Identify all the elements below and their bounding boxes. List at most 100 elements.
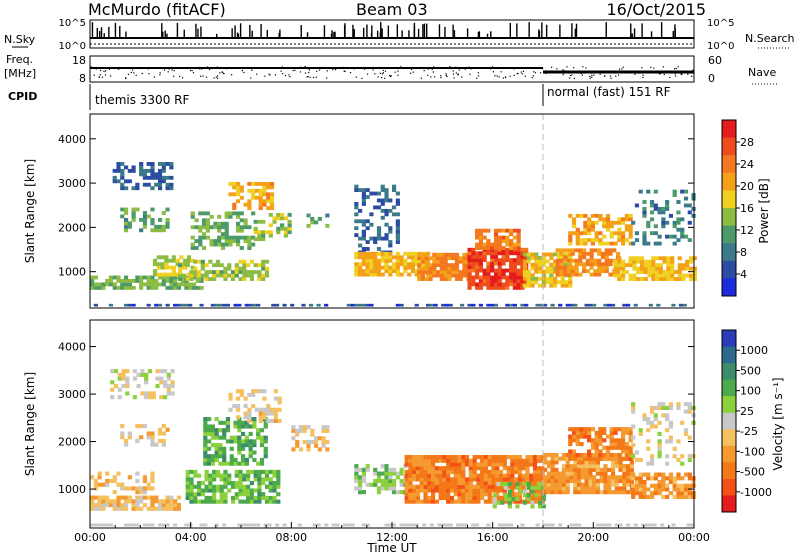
range-time-cell [571, 220, 577, 225]
range-time-cell [593, 248, 598, 253]
range-time-cell [205, 225, 210, 230]
range-time-cell [522, 252, 528, 257]
range-time-cell [476, 462, 481, 467]
range-time-cell [243, 404, 248, 409]
range-time-cell [196, 259, 202, 264]
range-time-cell [512, 235, 517, 240]
range-time-cell [185, 492, 190, 497]
range-time-cell [457, 492, 462, 497]
range-time-cell [497, 272, 502, 276]
range-time-cell [642, 483, 647, 488]
range-time-cell [517, 477, 523, 482]
range-time-cell [258, 415, 263, 420]
range-time-cell [142, 221, 148, 226]
range-time-cell [169, 495, 174, 500]
range-time-cell [467, 279, 472, 283]
range-time-cell [139, 435, 144, 440]
range-time-cell [472, 462, 477, 467]
nave-dot [147, 68, 150, 70]
range-time-cell [120, 162, 125, 166]
range-time-cell [185, 484, 190, 489]
range-time-cell [628, 227, 633, 232]
range-time-cell [135, 207, 140, 212]
range-time-cell [649, 210, 655, 215]
range-time-cell [93, 478, 98, 484]
range-time-cell [517, 499, 523, 504]
range-time-cell [361, 255, 366, 260]
range-time-cell [159, 395, 164, 400]
nave-dot [446, 76, 448, 78]
range-time-cell [457, 484, 462, 489]
range-time-cell [516, 228, 521, 233]
range-time-cell [189, 481, 194, 486]
range-time-cell [380, 215, 385, 220]
range-time-cell [302, 425, 307, 430]
range-time-cell [428, 270, 433, 275]
range-time-cell [634, 479, 640, 485]
range-time-cell [564, 280, 569, 285]
range-time-cell [185, 495, 190, 500]
range-time-cell [185, 469, 190, 474]
range-time-cell [493, 232, 499, 237]
range-time-cell [395, 226, 400, 231]
range-time-cell [262, 181, 267, 186]
nave-dot [269, 74, 271, 76]
range-time-cell [376, 262, 382, 267]
range-time-cell [510, 488, 515, 493]
scatter-cell [686, 523, 691, 527]
range-time-cell [683, 494, 689, 499]
range-time-cell [657, 450, 662, 455]
range-time-cell [157, 228, 163, 233]
range-time-cell [554, 460, 559, 465]
range-time-cell [609, 456, 614, 461]
range-time-cell [120, 182, 125, 187]
range-time-cell [632, 277, 637, 281]
range-time-cell [189, 273, 194, 278]
range-time-cell [120, 172, 125, 177]
range-time-cell [672, 220, 677, 225]
nave-dot [322, 66, 324, 69]
range-time-cell [228, 407, 233, 412]
range-time-cell [395, 219, 400, 224]
nave-dot [677, 66, 679, 68]
range-time-cell [175, 272, 180, 277]
range-time-cell [427, 488, 432, 493]
range-time-cell [629, 460, 634, 465]
range-time-cell [673, 277, 679, 281]
range-time-cell [642, 234, 647, 239]
scatter-cell [459, 523, 465, 527]
range-time-cell [617, 234, 622, 239]
range-time-cell [257, 219, 262, 224]
range-time-cell [227, 473, 232, 478]
range-time-cell [276, 469, 281, 474]
range-time-cell [157, 275, 163, 280]
cpid-segment-1: themis 3300 RF [95, 93, 189, 107]
range-time-cell [687, 454, 692, 459]
range-time-cell [146, 285, 151, 290]
range-time-cell [680, 189, 685, 194]
range-time-cell [602, 445, 607, 450]
range-time-cell [395, 272, 400, 277]
nave-dot [662, 66, 664, 68]
range-time-cell [215, 270, 221, 275]
range-time-cell [412, 488, 417, 493]
scatter-cell [157, 523, 163, 527]
range-time-cell [545, 276, 550, 281]
range-time-cell [369, 251, 374, 256]
range-time-cell [521, 473, 526, 478]
range-time-cell [108, 478, 114, 484]
colorbar-swatch [722, 330, 736, 348]
range-time-cell [154, 285, 159, 290]
scatter-cell [550, 523, 555, 527]
range-time-cell [392, 486, 397, 491]
range-time-cell [556, 256, 562, 260]
range-time-cell [580, 486, 585, 491]
range-time-cell [428, 266, 433, 271]
range-time-cell [492, 496, 497, 502]
range-time-cell [427, 462, 432, 467]
range-time-cell [461, 499, 466, 504]
range-time-cell [610, 460, 616, 465]
nave-dot [453, 77, 455, 79]
range-time-cell [609, 445, 614, 450]
range-time-cell [283, 233, 288, 238]
